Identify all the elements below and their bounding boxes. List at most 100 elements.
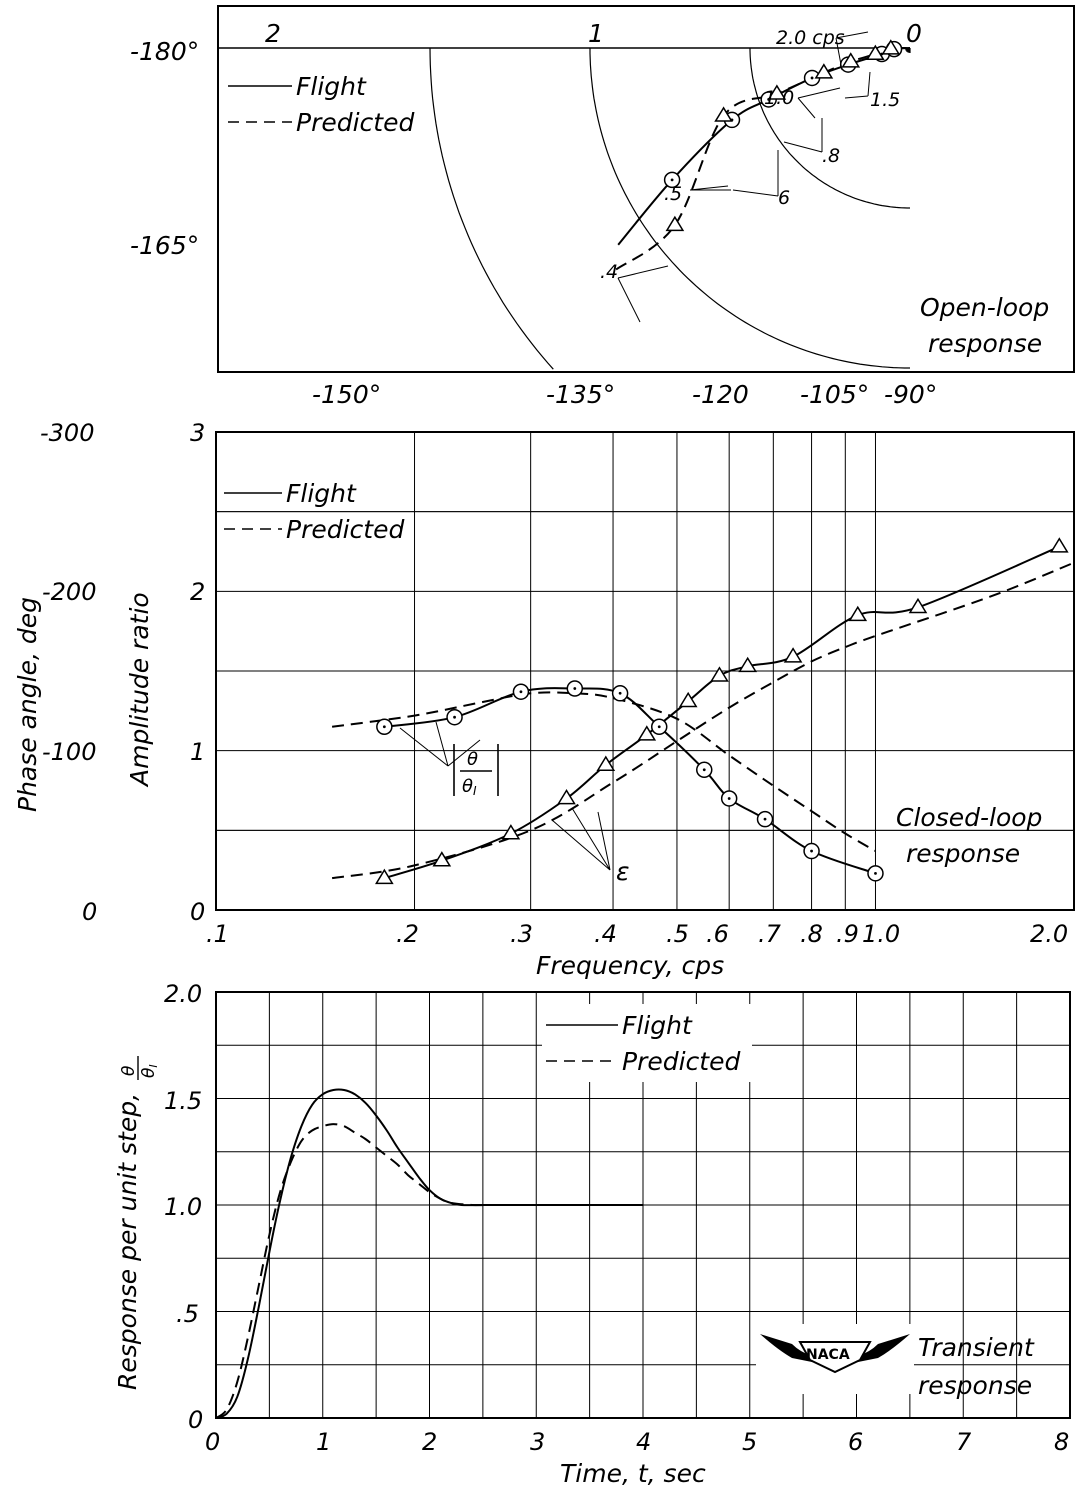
freq-tick-0-7: .7 <box>758 920 782 948</box>
closed-loop-panel: 3 2 1 0 -300 -200 -100 0 .1 .2 .3 .4 .5 … <box>13 419 1075 980</box>
resp-tick-1-0: 1.0 <box>164 1193 202 1221</box>
phase-tick-100: -100 <box>42 738 96 766</box>
phase-point-1 <box>432 851 452 867</box>
phase-label-180: -180° <box>130 37 199 66</box>
freq-label-0-6: 6 <box>778 187 790 209</box>
legend-flight: Flight <box>296 72 367 101</box>
ring-1.5 <box>429 47 554 370</box>
phase-point-2 <box>501 824 521 840</box>
closed-loop-frame <box>215 431 1075 911</box>
predicted-point-5 <box>866 44 885 61</box>
transient-annotation-1: Transient <box>918 1333 1035 1362</box>
phase-point-12 <box>1049 537 1069 553</box>
phase-axis-label: Phase angle, deg <box>13 597 42 812</box>
amplitude-point-3-dot <box>573 687 577 690</box>
resp-tick-2-0: 2.0 <box>164 980 202 1008</box>
freq-label-2-0: 2.0 cps <box>776 27 845 49</box>
predicted-point-3 <box>814 63 834 79</box>
polar-grid <box>218 47 911 370</box>
legend-predicted: Predicted <box>296 108 414 137</box>
open-loop-frame <box>217 5 1075 373</box>
phase-tick-300: -300 <box>40 419 94 447</box>
amplitude-axis-label: Amplitude ratio <box>125 592 154 788</box>
svg-text:θ: θ <box>119 1065 139 1076</box>
transient-annotation-2: response <box>918 1371 1032 1400</box>
freq-tick-0-9: .9 <box>836 920 859 948</box>
phase-point-11 <box>908 597 928 614</box>
curve-label-leaders <box>399 721 611 871</box>
predicted-point-2 <box>767 84 787 100</box>
resp-tick-1-5: 1.5 <box>164 1087 202 1115</box>
time-curves <box>215 1088 643 1419</box>
ring-0.5 <box>749 48 910 209</box>
closed-loop-annotation-1: Closed-loop <box>896 803 1042 832</box>
phase-point-7 <box>710 666 729 682</box>
freq-tick-0-6: .6 <box>706 920 729 948</box>
legend-predicted: Predicted <box>286 515 404 544</box>
resp-tick-0: 0 <box>188 1406 203 1434</box>
phase-label-120: -120 <box>692 380 749 409</box>
legend-predicted: Predicted <box>622 1047 740 1076</box>
amplitude-point-2-dot <box>519 690 523 694</box>
svg-text:θI: θI <box>462 776 477 798</box>
time-tick-2: 2 <box>422 1428 437 1456</box>
response-axis-fraction: θ θI <box>119 1056 160 1080</box>
time-tick-7: 7 <box>956 1428 972 1456</box>
response-axis-label: Response per unit step, <box>113 1093 142 1390</box>
phase-tick-0: 0 <box>82 898 97 926</box>
phase-point-3 <box>557 789 576 805</box>
amplitude-point-5-dot <box>657 725 661 729</box>
open-loop-annotation-1: Open-loop <box>920 293 1049 322</box>
freq-label-1-0: 1.0 <box>764 87 794 109</box>
ring-1 <box>589 48 910 369</box>
frequency-grid <box>216 432 1075 910</box>
legend-flight: Flight <box>286 479 357 508</box>
amplitude-point-8-dot <box>763 817 767 821</box>
predicted-point-1 <box>714 106 733 122</box>
phase-point-8 <box>738 656 757 673</box>
closed-loop-annotation-2: response <box>906 839 1020 868</box>
svg-text:θI: θI <box>139 1064 160 1078</box>
time-tick-8: 8 <box>1054 1428 1069 1456</box>
predicted-amplitude-curve <box>331 691 876 852</box>
theta-ratio-label: θ θI <box>453 744 499 798</box>
svg-text:θ: θ <box>467 749 478 770</box>
resp-tick-0-5: .5 <box>176 1300 199 1328</box>
freq-tick-0-2: .2 <box>396 920 419 948</box>
freq-tick-0-3: .3 <box>510 920 533 948</box>
phase-label-165: -165° <box>130 231 199 260</box>
predicted-curve <box>615 47 911 271</box>
amplitude-point-9-dot <box>810 849 813 853</box>
phase-tick-200: -200 <box>42 578 96 606</box>
time-tick-4: 4 <box>636 1428 651 1456</box>
phase-label-135: -135° <box>546 380 615 409</box>
ring-label-1: 1 <box>588 19 604 48</box>
freq-tick-0-1: .1 <box>206 920 229 948</box>
freq-label-0-5: .5 <box>664 183 682 205</box>
transient-panel: 2.0 1.5 1.0 .5 0 0 1 2 3 4 5 6 7 8 Time,… <box>113 980 1071 1488</box>
time-axis-label: Time, t, sec <box>560 1459 706 1488</box>
polar-markers <box>663 39 903 232</box>
transient-frame <box>215 991 1071 1419</box>
freq-tick-2-0: 2.0 <box>1030 920 1068 948</box>
amplitude-point-1-dot <box>453 715 456 719</box>
open-loop-legend: Flight Predicted <box>228 72 414 137</box>
time-tick-1: 1 <box>316 1428 331 1456</box>
amp-tick-3: 3 <box>190 419 205 447</box>
open-loop-annotation-2: response <box>928 329 1042 358</box>
freq-tick-0-4: .4 <box>594 920 617 948</box>
time-tick-3: 3 <box>530 1428 545 1456</box>
predicted-point-0 <box>665 215 685 232</box>
polar-curves <box>615 47 911 271</box>
predicted-point-6 <box>881 39 901 55</box>
amplitude-point-6-dot <box>702 768 706 772</box>
predicted-phase-curve <box>331 561 1075 880</box>
freq-label-0-8: .8 <box>822 145 840 167</box>
frequency-axis-label: Frequency, cps <box>536 951 724 980</box>
open-loop-panel: 2 1 0 -180° -165° -150° -135° -120 -105°… <box>130 5 1075 409</box>
phase-label-105: -105° <box>800 380 869 409</box>
phase-point-5 <box>637 725 657 741</box>
freq-tick-0-8: .8 <box>800 920 823 948</box>
amplitude-point-10-dot <box>874 871 877 875</box>
